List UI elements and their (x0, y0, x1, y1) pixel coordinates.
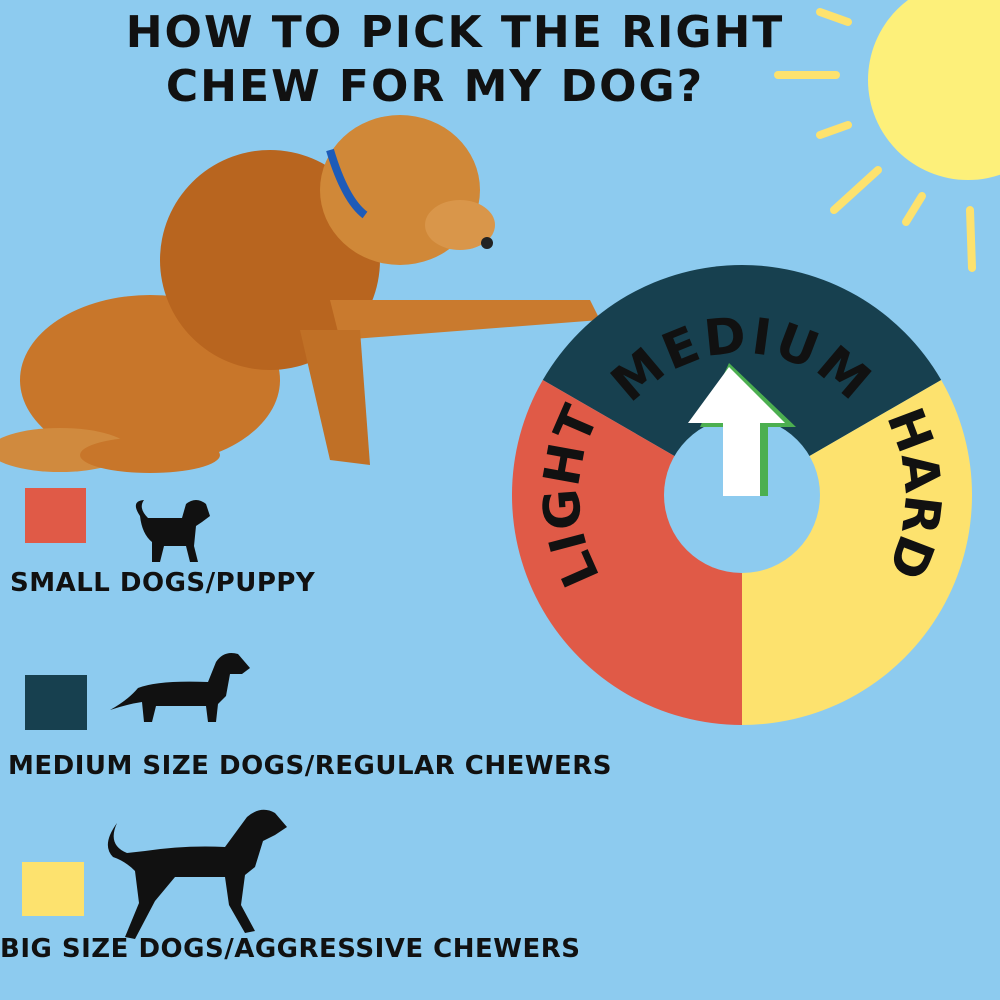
small-dog-icon (135, 500, 210, 562)
title-line-2: CHEW FOR MY DOG? (165, 61, 705, 112)
legend-label-light: SMALL DOGS/PUPPY (10, 568, 316, 598)
title-line-1: HOW TO PICK THE RIGHT (125, 7, 785, 58)
dachshund-icon (110, 653, 250, 722)
legend-swatch-medium (25, 675, 87, 730)
sun-icon (774, 0, 1000, 272)
big-dog-icon (107, 809, 287, 939)
legend-swatch-hard (22, 862, 84, 916)
legend-swatch-light (25, 488, 86, 543)
legend-label-medium: MEDIUM SIZE DOGS/REGULAR CHEWERS (8, 751, 613, 781)
arrow-up-icon (688, 363, 796, 496)
golden-retriever-image (0, 115, 600, 473)
legend-label-hard: BIG SIZE DOGS/AGGRESSIVE CHEWERS (0, 934, 581, 964)
